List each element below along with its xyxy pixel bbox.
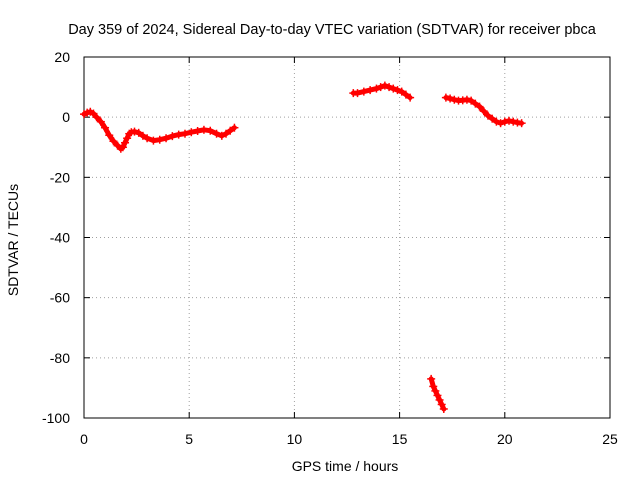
x-tick-label: 0 bbox=[80, 431, 88, 447]
y-tick-label: 0 bbox=[62, 109, 70, 125]
series-segment-2 bbox=[349, 81, 415, 102]
x-tick-label: 25 bbox=[602, 431, 618, 447]
grid bbox=[84, 57, 610, 418]
y-tick-label: -20 bbox=[50, 169, 70, 185]
x-tick-label: 10 bbox=[287, 431, 303, 447]
plot-frame bbox=[83, 56, 611, 419]
series-segment-1 bbox=[80, 107, 239, 153]
series-segment-4 bbox=[441, 93, 526, 128]
axis-ticks: 0 5 10 15 20 25 -100 -80 -60 -40 -20 0 20 bbox=[42, 49, 618, 447]
x-tick-label: 15 bbox=[392, 431, 408, 447]
y-tick-label: -40 bbox=[50, 230, 70, 246]
y-tick-label: -80 bbox=[50, 350, 70, 366]
chart-title: Day 359 of 2024, Sidereal Day-to-day VTE… bbox=[68, 22, 597, 38]
series-segment-3 bbox=[427, 374, 448, 413]
y-tick-label: -100 bbox=[42, 410, 70, 426]
x-tick-label: 5 bbox=[185, 431, 193, 447]
x-tick-label: 20 bbox=[497, 431, 513, 447]
y-axis-label: SDTVAR / TECUs bbox=[5, 184, 21, 296]
data-points bbox=[80, 81, 526, 413]
x-axis-label: GPS time / hours bbox=[292, 458, 399, 474]
y-tick-label: -60 bbox=[50, 290, 70, 306]
y-tick-label: 20 bbox=[54, 49, 70, 65]
